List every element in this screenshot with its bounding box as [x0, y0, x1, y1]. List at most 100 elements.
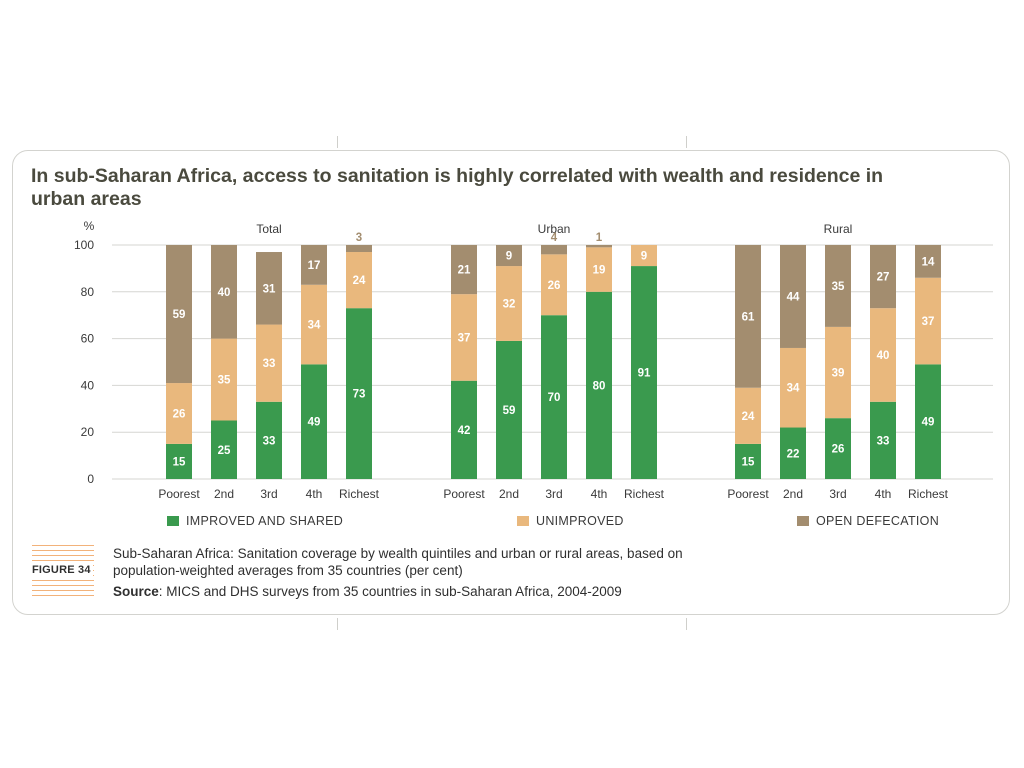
data-label-rural-poorest-open-defecation: 61 — [742, 311, 755, 323]
bar-rural-richest-open-defecation — [915, 245, 941, 278]
data-label-total-4th-improved-and-shared: 49 — [308, 417, 321, 429]
bar-rural-2nd-open-defecation — [780, 245, 806, 348]
bar-total-poorest-unimproved — [166, 383, 192, 444]
data-label-urban-poorest-unimproved: 37 — [458, 332, 471, 344]
bar-total-3rd-unimproved — [256, 324, 282, 402]
top-crop-mark-right — [686, 136, 687, 148]
figure-source: Source: MICS and DHS surveys from 35 cou… — [113, 584, 622, 599]
bar-urban-4th-unimproved — [586, 247, 612, 292]
data-label-urban-poorest-improved-and-shared: 42 — [458, 425, 471, 437]
y-axis-label: % — [84, 219, 95, 233]
data-label-total-poorest-improved-and-shared: 15 — [173, 456, 186, 468]
x-tick-label-total-2nd: 2nd — [214, 487, 234, 501]
bar-rural-richest-improved-and-shared — [915, 364, 941, 479]
bar-urban-3rd-open-defecation — [541, 245, 567, 255]
bar-total-3rd-improved-and-shared — [256, 401, 282, 479]
data-label-rural-2nd-unimproved: 34 — [787, 383, 800, 395]
bottom-crop-mark-left — [337, 618, 338, 630]
data-label-total-richest-unimproved: 24 — [353, 275, 366, 287]
y-tick-label-60: 60 — [81, 332, 95, 346]
bar-rural-4th-open-defecation — [870, 245, 896, 309]
data-label-total-2nd-improved-and-shared: 25 — [218, 445, 231, 457]
bar-rural-3rd-unimproved — [825, 326, 851, 419]
panel-title-total: Total — [256, 222, 281, 236]
bar-rural-richest-unimproved — [915, 277, 941, 365]
bar-total-2nd-open-defecation — [211, 245, 237, 339]
data-label-rural-3rd-open-defecation: 35 — [832, 281, 845, 293]
data-label-total-4th-unimproved: 34 — [308, 320, 321, 332]
top-crop-mark-left — [337, 136, 338, 148]
data-label-urban-2nd-open-defecation: 9 — [506, 251, 512, 263]
x-tick-label-urban-2nd: 2nd — [499, 487, 519, 501]
bar-rural-4th-improved-and-shared — [870, 401, 896, 479]
bar-total-richest-open-defecation — [346, 245, 372, 253]
data-label-total-2nd-open-defecation: 40 — [218, 287, 231, 299]
x-tick-label-rural-2nd: 2nd — [783, 487, 803, 501]
panel-title-rural: Rural — [824, 222, 853, 236]
data-label-rural-3rd-unimproved: 39 — [832, 368, 845, 380]
data-label-total-richest-open-defecation: 3 — [356, 232, 362, 244]
data-label-total-3rd-open-defecation: 31 — [263, 283, 276, 295]
bar-total-poorest-improved-and-shared — [166, 443, 192, 479]
bar-total-3rd-open-defecation — [256, 252, 282, 325]
x-tick-label-urban-4th: 4th — [591, 487, 608, 501]
data-label-total-2nd-unimproved: 35 — [218, 375, 231, 387]
y-tick-label-20: 20 — [81, 425, 95, 439]
bar-rural-poorest-unimproved — [735, 387, 761, 444]
data-label-rural-2nd-improved-and-shared: 22 — [787, 448, 800, 460]
x-tick-label-total-3rd: 3rd — [260, 487, 277, 501]
legend-label-improved: IMPROVED AND SHARED — [186, 514, 344, 528]
bar-urban-poorest-unimproved — [451, 294, 477, 381]
data-label-urban-richest-unimproved: 9 — [641, 251, 647, 263]
legend-label-unimproved: UNIMPROVED — [536, 514, 624, 528]
bar-rural-3rd-improved-and-shared — [825, 418, 851, 479]
bar-rural-3rd-open-defecation — [825, 245, 851, 327]
bar-urban-2nd-improved-and-shared — [496, 340, 522, 479]
bar-rural-4th-unimproved — [870, 308, 896, 402]
legend-swatch-unimproved — [517, 516, 529, 526]
data-label-total-poorest-open-defecation: 59 — [173, 309, 186, 321]
legend-label-open-defecation: OPEN DEFECATION — [816, 514, 940, 528]
data-label-urban-4th-unimproved: 19 — [593, 265, 606, 277]
x-tick-label-total-4th: 4th — [306, 487, 323, 501]
data-label-urban-4th-improved-and-shared: 80 — [593, 380, 606, 392]
data-label-total-4th-open-defecation: 17 — [308, 260, 321, 272]
source-label: Source — [113, 584, 159, 599]
data-label-rural-poorest-unimproved: 24 — [742, 411, 755, 423]
bar-urban-3rd-improved-and-shared — [541, 315, 567, 479]
bar-total-4th-open-defecation — [301, 245, 327, 285]
source-text: : MICS and DHS surveys from 35 countries… — [158, 584, 622, 599]
data-label-total-3rd-improved-and-shared: 33 — [263, 435, 276, 447]
bar-total-2nd-unimproved — [211, 338, 237, 421]
bar-total-richest-improved-and-shared — [346, 308, 372, 479]
chart-title: In sub-Saharan Africa, access to sanitat… — [31, 165, 884, 210]
data-label-rural-richest-improved-and-shared: 49 — [922, 417, 935, 429]
data-label-urban-poorest-open-defecation: 21 — [458, 265, 471, 277]
data-label-rural-2nd-open-defecation: 44 — [787, 291, 800, 303]
bar-urban-2nd-open-defecation — [496, 245, 522, 267]
x-tick-label-total-richest: Richest — [339, 487, 380, 501]
data-label-rural-4th-improved-and-shared: 33 — [877, 435, 890, 447]
x-tick-label-rural-richest: Richest — [908, 487, 949, 501]
data-label-urban-3rd-open-defecation: 4 — [551, 232, 558, 244]
bottom-crop-mark-right — [686, 618, 687, 630]
data-label-rural-4th-unimproved: 40 — [877, 350, 890, 362]
bar-urban-richest-unimproved — [631, 245, 657, 267]
x-tick-label-urban-3rd: 3rd — [545, 487, 562, 501]
legend-item-open-defecation: OPEN DEFECATION — [797, 514, 939, 528]
bar-urban-4th-improved-and-shared — [586, 291, 612, 479]
y-tick-label-80: 80 — [81, 285, 95, 299]
y-tick-label-0: 0 — [87, 472, 94, 486]
data-label-rural-4th-open-defecation: 27 — [877, 272, 890, 284]
data-label-total-3rd-unimproved: 33 — [263, 358, 276, 370]
legend-swatch-open-defecation — [797, 516, 809, 526]
bar-rural-poorest-open-defecation — [735, 245, 761, 388]
y-tick-label-40: 40 — [81, 378, 95, 392]
data-label-urban-3rd-unimproved: 26 — [548, 280, 561, 292]
data-label-urban-2nd-unimproved: 32 — [503, 299, 516, 311]
data-label-urban-2nd-improved-and-shared: 59 — [503, 405, 516, 417]
bar-total-4th-improved-and-shared — [301, 364, 327, 479]
bar-urban-richest-improved-and-shared — [631, 266, 657, 479]
legend-item-improved: IMPROVED AND SHARED — [167, 514, 343, 528]
